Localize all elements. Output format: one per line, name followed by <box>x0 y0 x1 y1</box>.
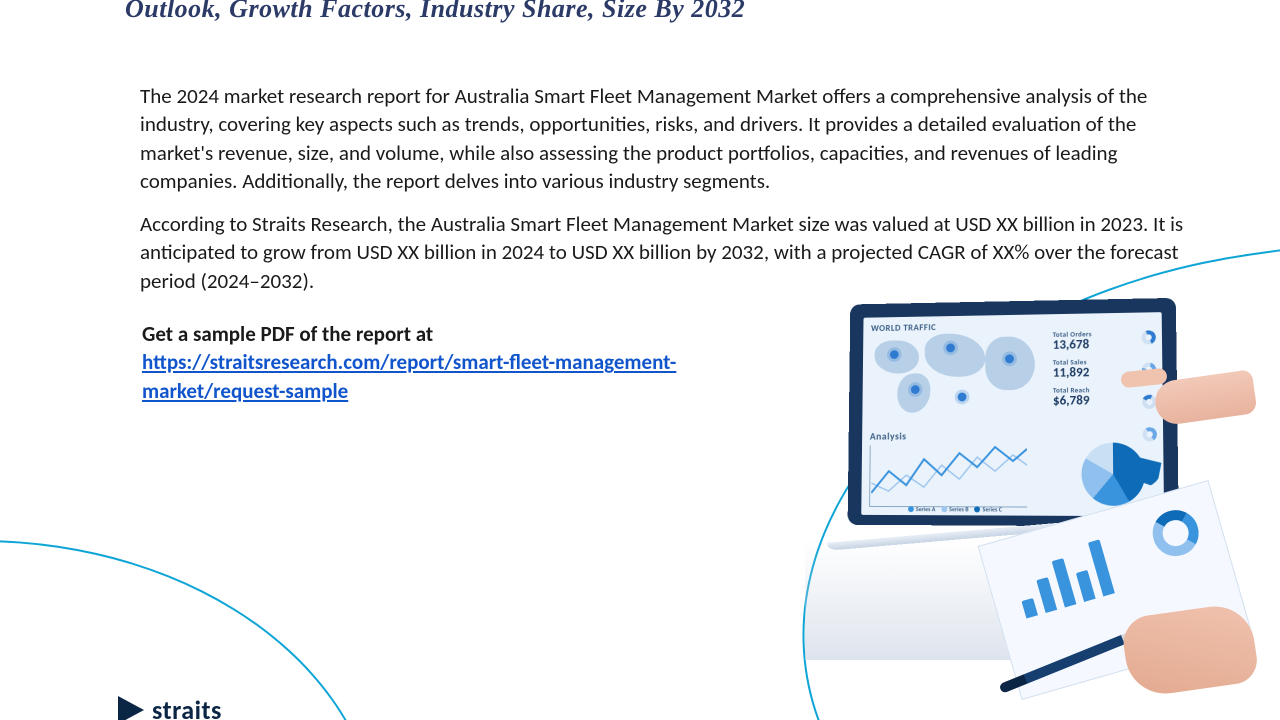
logo-fragment: straits <box>118 694 222 720</box>
document-page: Outlook, Growth Factors, Industry Share,… <box>0 0 1280 720</box>
screen-header: WORLD TRAFFIC <box>871 322 936 334</box>
cta-lead: Get a sample PDF of the report at <box>142 321 433 347</box>
cta-block: Get a sample PDF of the report at https:… <box>142 320 762 405</box>
analysis-panel: Analysis 140 100 50 0 Series A Series B <box>869 428 1156 512</box>
sample-pdf-link[interactable]: https://straitsresearch.com/report/smart… <box>142 349 676 403</box>
paper-donut-chart <box>1147 505 1204 562</box>
page-title: Outlook, Growth Factors, Industry Share,… <box>125 0 1125 24</box>
map-dot <box>958 393 967 402</box>
kpi-value: 13,678 <box>1053 337 1154 351</box>
line-chart: 140 100 50 0 <box>869 445 1027 508</box>
world-map <box>870 332 1037 425</box>
map-dot <box>1005 354 1014 363</box>
paper-bar-chart <box>1010 535 1115 618</box>
kpi-value: $6,789 <box>1053 394 1155 408</box>
chart-legend: Series A Series B Series C <box>908 505 1002 513</box>
hero-illustration: WORLD TRAFFIC Total Orders13,678 <box>805 300 1225 660</box>
laptop: WORLD TRAFFIC Total Orders13,678 <box>848 298 1179 527</box>
decorative-curve-bottom-left <box>0 540 380 720</box>
paragraph-2: According to Straits Research, the Austr… <box>140 210 1190 295</box>
logo-text: straits <box>152 694 222 720</box>
laptop-screen: WORLD TRAFFIC Total Orders13,678 <box>861 312 1164 516</box>
line-chart-svg <box>871 445 1027 506</box>
analysis-label: Analysis <box>870 428 1155 442</box>
paragraph-1: The 2024 market research report for Aust… <box>140 82 1180 195</box>
logo-triangle-icon <box>118 696 144 720</box>
